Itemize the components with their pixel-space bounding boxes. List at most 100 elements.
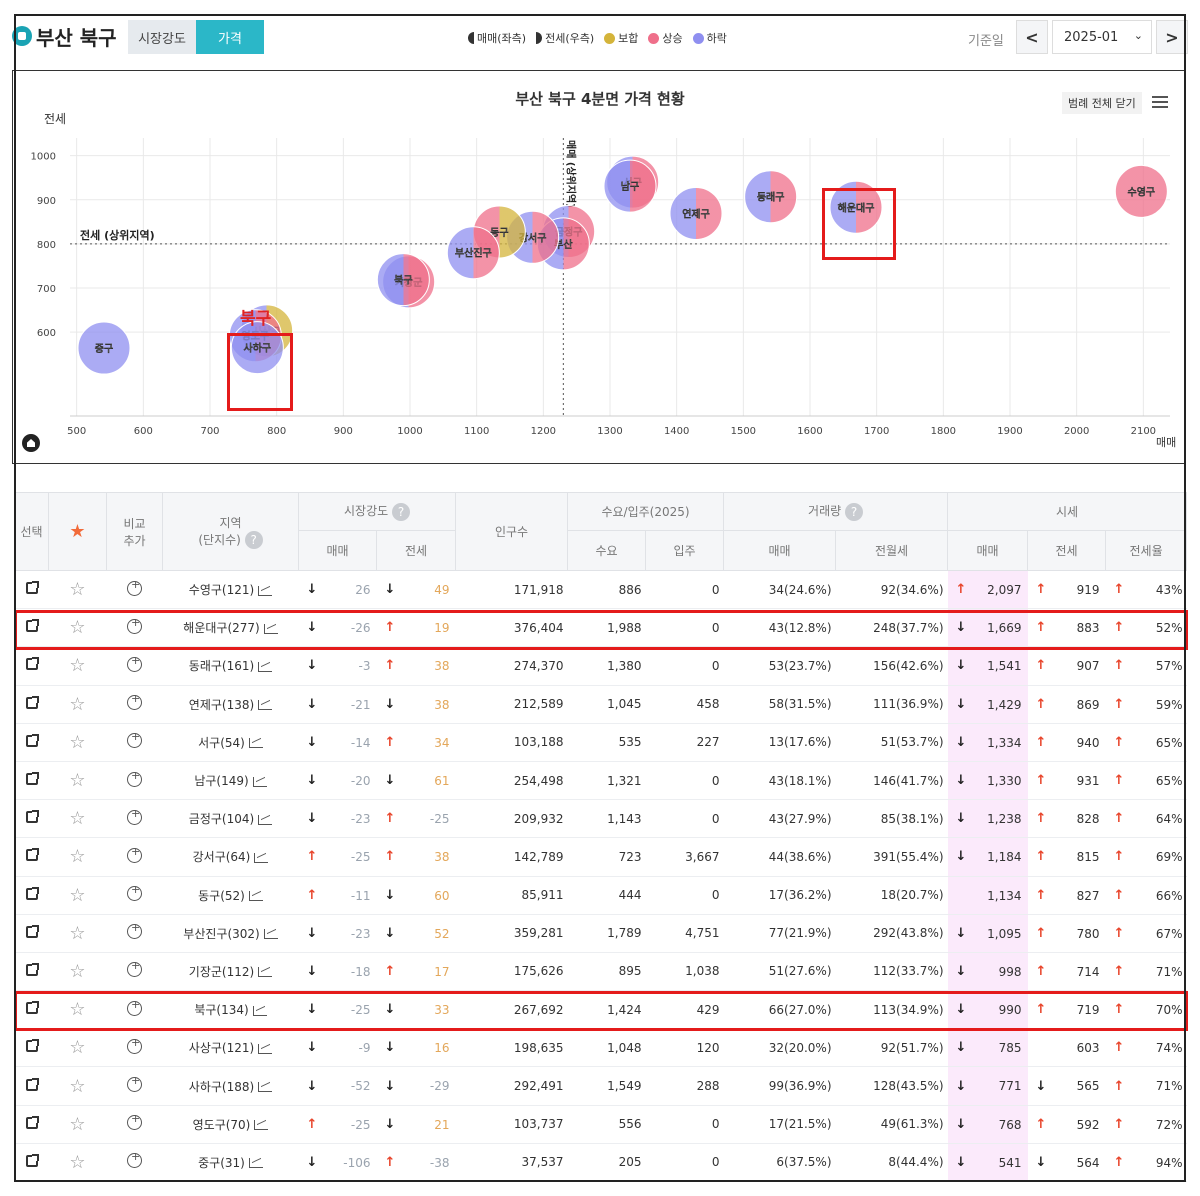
table-row[interactable]: ☆ 수영구(121)↓26↓49171,918886034(24.6%)92(34… xyxy=(14,570,1187,610)
star-outline-icon[interactable]: ☆ xyxy=(69,731,86,753)
table-row[interactable]: ☆ 기장군(112)↓-18↑17175,6268951,03851(27.6%)… xyxy=(14,952,1187,992)
help-icon[interactable]: ? xyxy=(392,502,410,521)
star-outline-icon[interactable]: ☆ xyxy=(69,1075,86,1097)
star-outline-icon[interactable]: ☆ xyxy=(69,770,86,792)
date-select[interactable]: 2025-01 ⌄ xyxy=(1052,20,1152,54)
legend-close-all-button[interactable]: 범례 전체 닫기 xyxy=(1062,92,1142,114)
trend-chart-icon[interactable] xyxy=(258,1043,273,1054)
trend-chart-icon[interactable] xyxy=(258,585,273,596)
star-outline-icon[interactable]: ☆ xyxy=(69,999,86,1021)
table-row[interactable]: ☆ 중구(31)↓-106↑-3837,53720506(37.5%)8(44.4… xyxy=(14,1143,1187,1183)
table-row[interactable]: ☆ 강서구(64)↑-25↑38142,7897233,66744(38.6%)3… xyxy=(14,837,1187,877)
star-outline-icon[interactable]: ☆ xyxy=(69,655,86,677)
star-outline-icon[interactable]: ☆ xyxy=(69,884,86,906)
table-row[interactable]: ☆ 서구(54)↓-14↑34103,18853522713(17.6%)51(5… xyxy=(14,723,1187,762)
compare-add-icon[interactable] xyxy=(127,1036,142,1054)
region-cell[interactable]: 수영구(121) xyxy=(162,570,299,610)
hamburger-menu-icon[interactable] xyxy=(1152,96,1168,108)
trend-chart-icon[interactable] xyxy=(263,623,278,634)
table-row[interactable]: ☆ 연제구(138)↓-21↓38212,5891,04545858(31.5%)… xyxy=(14,685,1187,724)
external-link-icon[interactable] xyxy=(25,619,39,633)
region-cell[interactable]: 서구(54) xyxy=(162,723,299,762)
compare-add-icon[interactable] xyxy=(127,921,142,940)
trend-chart-icon[interactable] xyxy=(258,700,273,711)
region-cell[interactable]: 강서구(64) xyxy=(162,837,299,877)
trend-chart-icon[interactable] xyxy=(258,661,273,672)
region-cell[interactable]: 중구(31) xyxy=(162,1143,299,1183)
prev-date-button[interactable]: < xyxy=(1016,20,1048,54)
external-link-icon[interactable] xyxy=(25,733,39,747)
table-row[interactable]: ☆ 사하구(188)↓-52↓-29292,4911,54928899(36.9%… xyxy=(14,1066,1187,1106)
compare-add-icon[interactable] xyxy=(127,1074,142,1093)
region-cell[interactable]: 연제구(138) xyxy=(162,685,299,724)
star-outline-icon[interactable]: ☆ xyxy=(69,1037,86,1059)
star-outline-icon[interactable]: ☆ xyxy=(69,808,86,830)
external-link-icon[interactable] xyxy=(25,1115,39,1129)
tab-price[interactable]: 가격 xyxy=(196,20,264,54)
external-link-icon[interactable] xyxy=(25,581,39,595)
star-outline-icon[interactable]: ☆ xyxy=(69,579,86,601)
compare-add-icon[interactable] xyxy=(127,845,142,863)
trend-chart-icon[interactable] xyxy=(254,852,269,863)
compare-add-icon[interactable] xyxy=(127,578,142,596)
star-outline-icon[interactable]: ☆ xyxy=(69,960,86,982)
trend-chart-icon[interactable] xyxy=(254,1120,269,1131)
star-outline-icon[interactable]: ☆ xyxy=(69,1113,86,1135)
region-cell[interactable]: 해운대구(277) xyxy=(162,608,299,648)
table-row[interactable]: ☆ 해운대구(277)↓-26↑19376,4041,988043(12.8%)2… xyxy=(14,608,1187,648)
external-link-icon[interactable] xyxy=(25,810,39,824)
help-icon[interactable]: ? xyxy=(845,502,863,521)
external-link-icon[interactable] xyxy=(25,1077,39,1091)
compare-add-icon[interactable] xyxy=(127,1112,142,1131)
table-row[interactable]: ☆ 남구(149)↓-20↓61254,4981,321043(18.1%)146… xyxy=(14,761,1187,801)
external-link-icon[interactable] xyxy=(25,848,39,862)
external-link-icon[interactable] xyxy=(25,1001,39,1015)
trend-chart-icon[interactable] xyxy=(258,967,273,978)
help-icon[interactable]: ? xyxy=(244,531,263,550)
star-outline-icon[interactable]: ☆ xyxy=(69,922,86,944)
region-cell[interactable]: 기장군(112) xyxy=(162,952,299,992)
compare-add-icon[interactable] xyxy=(127,998,142,1016)
star-outline-icon[interactable]: ☆ xyxy=(69,617,86,639)
table-row[interactable]: ☆ 부산진구(302)↓-23↓52359,2811,7894,75177(21.… xyxy=(14,914,1187,953)
compare-add-icon[interactable] xyxy=(127,692,142,711)
trend-chart-icon[interactable] xyxy=(258,814,273,825)
trend-chart-icon[interactable] xyxy=(258,1082,273,1093)
table-row[interactable]: ☆ 동구(52)↑-11↓6085,911444017(36.2%)18(20.7… xyxy=(14,876,1187,915)
star-outline-icon[interactable]: ☆ xyxy=(69,846,86,868)
region-cell[interactable]: 동구(52) xyxy=(162,876,299,915)
region-cell[interactable]: 부산진구(302) xyxy=(162,914,299,953)
compare-add-icon[interactable] xyxy=(127,1150,142,1169)
compare-add-icon[interactable] xyxy=(127,959,142,978)
region-cell[interactable]: 동래구(161) xyxy=(162,646,299,686)
external-link-icon[interactable] xyxy=(25,924,39,938)
compare-add-icon[interactable] xyxy=(127,807,142,825)
trend-chart-icon[interactable] xyxy=(252,776,267,787)
trend-chart-icon[interactable] xyxy=(252,1005,267,1016)
compare-add-icon[interactable] xyxy=(127,883,142,902)
table-row[interactable]: ☆ 영도구(70)↑-25↓21103,737556017(21.5%)49(61… xyxy=(14,1105,1187,1144)
external-link-icon[interactable] xyxy=(25,772,39,786)
external-link-icon[interactable] xyxy=(25,1153,39,1167)
region-cell[interactable]: 영도구(70) xyxy=(162,1105,299,1144)
compare-add-icon[interactable] xyxy=(127,654,142,672)
home-logo-icon[interactable] xyxy=(12,26,32,46)
table-row[interactable]: ☆ 금정구(104)↓-23↑-25209,9321,143043(27.9%)8… xyxy=(14,799,1187,839)
compare-add-icon[interactable] xyxy=(127,769,142,787)
trend-chart-icon[interactable] xyxy=(248,891,263,902)
next-date-button[interactable]: > xyxy=(1156,20,1188,54)
external-link-icon[interactable] xyxy=(25,657,39,671)
tab-market-strength[interactable]: 시장강도 xyxy=(128,20,196,54)
table-row[interactable]: ☆ 사상구(121)↓-9↓16198,6351,04812032(20.0%)9… xyxy=(14,1028,1187,1068)
region-cell[interactable]: 사상구(121) xyxy=(162,1028,299,1068)
compare-add-icon[interactable] xyxy=(127,730,142,749)
region-cell[interactable]: 사하구(188) xyxy=(162,1066,299,1106)
region-cell[interactable]: 북구(134) xyxy=(162,990,299,1030)
trend-chart-icon[interactable] xyxy=(248,1158,263,1169)
external-link-icon[interactable] xyxy=(25,886,39,900)
region-cell[interactable]: 남구(149) xyxy=(162,761,299,801)
star-outline-icon[interactable]: ☆ xyxy=(69,1151,86,1173)
table-row[interactable]: ☆ 북구(134)↓-25↓33267,6921,42442966(27.0%)1… xyxy=(14,990,1187,1030)
trend-chart-icon[interactable] xyxy=(263,929,278,940)
compare-add-icon[interactable] xyxy=(127,616,142,634)
